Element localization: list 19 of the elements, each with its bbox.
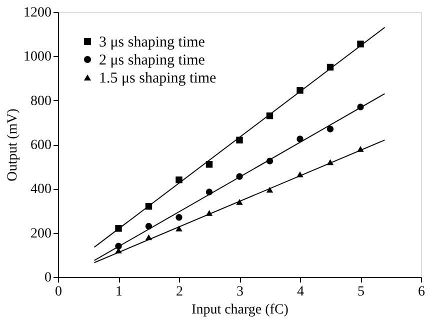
legend-label: 2 μs shaping time	[99, 52, 206, 68]
x-tick-label: 6	[418, 284, 425, 300]
x-tick-label: 3	[236, 284, 244, 300]
y-tick-label: 1000	[24, 50, 52, 65]
y-tick-label: 200	[30, 226, 52, 242]
x-tick-label: 1	[116, 284, 122, 300]
legend-label: 1.5 μs shaping time	[99, 70, 217, 86]
y-tick-label: 800	[30, 94, 52, 109]
x-tick-label: 2	[176, 284, 183, 300]
y-tick-label: 0	[44, 270, 52, 286]
y-tick-label: 1200	[24, 6, 52, 20]
y-tick-label: 600	[30, 138, 52, 153]
x-tick-label: 5	[358, 284, 364, 300]
y-axis-title: Output (mV)	[6, 108, 20, 182]
y-tick-label: 400	[30, 182, 52, 198]
legend-label: 3 μs shaping time	[99, 34, 206, 50]
x-tick-label: 0	[55, 284, 62, 300]
x-axis-title: Input charge (fC)	[192, 302, 289, 318]
x-tick-label: 4	[297, 284, 304, 300]
